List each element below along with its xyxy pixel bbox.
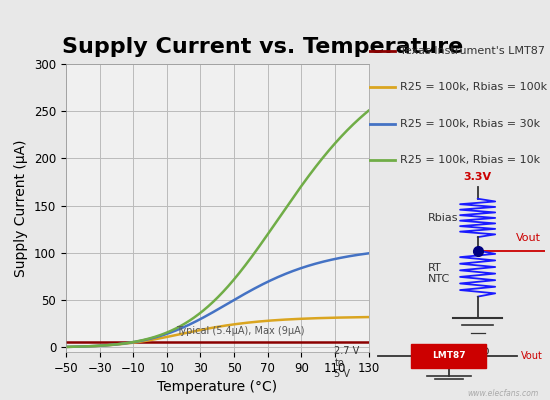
Text: R25 = 100k, Rbias = 10k: R25 = 100k, Rbias = 10k — [400, 155, 540, 165]
R25 = 100k, Rbias = 10k — [140, 338, 147, 342]
Text: RT
NTC: RT NTC — [428, 263, 450, 284]
R25 = 100k, Rbias = 100k — [116, 342, 123, 347]
R25 = 100k, Rbias = 30k — [265, 279, 271, 284]
Texas Instrument's LMT87 — [200, 340, 206, 344]
R25 = 100k, Rbias = 10k — [200, 308, 206, 313]
R25 = 100k, Rbias = 10k — [290, 194, 297, 199]
Text: 2.7 V: 2.7 V — [334, 346, 360, 356]
R25 = 100k, Rbias = 30k — [241, 292, 248, 296]
R25 = 100k, Rbias = 100k — [290, 317, 297, 322]
Text: R25 = 100k, Rbias = 30k: R25 = 100k, Rbias = 30k — [400, 119, 540, 129]
R25 = 100k, Rbias = 30k — [365, 251, 372, 256]
Texas Instrument's LMT87 — [116, 340, 123, 344]
R25 = 100k, Rbias = 10k — [365, 108, 372, 113]
Text: LMT87: LMT87 — [432, 352, 466, 360]
R25 = 100k, Rbias = 30k — [63, 344, 69, 349]
Line: R25 = 100k, Rbias = 10k: R25 = 100k, Rbias = 10k — [66, 111, 368, 347]
R25 = 100k, Rbias = 100k — [63, 344, 69, 349]
Title: Supply Current vs. Temperature: Supply Current vs. Temperature — [62, 37, 463, 57]
R25 = 100k, Rbias = 10k — [241, 264, 248, 269]
Text: Rbias: Rbias — [428, 213, 459, 223]
R25 = 100k, Rbias = 100k — [241, 321, 248, 326]
X-axis label: Temperature (°C): Temperature (°C) — [157, 380, 277, 394]
Text: R25 = 100k, Rbias = 100k: R25 = 100k, Rbias = 100k — [400, 82, 547, 92]
Texas Instrument's LMT87 — [140, 340, 147, 344]
Text: to: to — [334, 358, 344, 368]
Y-axis label: Supply Current (μA): Supply Current (μA) — [14, 139, 29, 277]
FancyBboxPatch shape — [411, 344, 486, 368]
R25 = 100k, Rbias = 10k — [265, 232, 271, 236]
R25 = 100k, Rbias = 30k — [200, 315, 206, 320]
Texas Instrument's LMT87 — [290, 340, 297, 344]
Text: Typical (5.4μA), Max (9μA): Typical (5.4μA), Max (9μA) — [176, 326, 305, 336]
Texas Instrument's LMT87 — [241, 340, 248, 344]
Text: Vout: Vout — [516, 233, 541, 243]
Texas Instrument's LMT87 — [265, 340, 271, 344]
R25 = 100k, Rbias = 10k — [63, 344, 69, 349]
R25 = 100k, Rbias = 100k — [200, 327, 206, 332]
Text: 3.3V: 3.3V — [464, 172, 492, 182]
Text: Texas Instrument's LMT87: Texas Instrument's LMT87 — [400, 46, 545, 56]
Line: R25 = 100k, Rbias = 30k: R25 = 100k, Rbias = 30k — [66, 253, 368, 347]
R25 = 100k, Rbias = 10k — [116, 342, 123, 346]
R25 = 100k, Rbias = 30k — [290, 268, 297, 273]
Line: R25 = 100k, Rbias = 100k: R25 = 100k, Rbias = 100k — [66, 317, 368, 347]
Text: 5 V: 5 V — [334, 369, 350, 379]
Text: GND: GND — [465, 346, 491, 356]
R25 = 100k, Rbias = 30k — [140, 338, 147, 343]
Text: Vout: Vout — [521, 351, 543, 361]
Texas Instrument's LMT87 — [63, 340, 69, 344]
R25 = 100k, Rbias = 100k — [140, 339, 147, 344]
Text: www.elecfans.com: www.elecfans.com — [468, 389, 539, 398]
R25 = 100k, Rbias = 30k — [116, 342, 123, 346]
R25 = 100k, Rbias = 100k — [265, 318, 271, 323]
R25 = 100k, Rbias = 100k — [365, 315, 372, 320]
Texas Instrument's LMT87 — [365, 340, 372, 344]
